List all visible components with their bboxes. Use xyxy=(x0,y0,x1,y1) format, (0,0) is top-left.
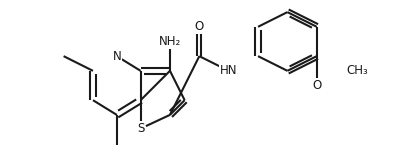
Text: NH₂: NH₂ xyxy=(159,35,181,48)
Text: N: N xyxy=(112,50,121,63)
Text: O: O xyxy=(312,79,321,92)
Text: HN: HN xyxy=(220,64,237,77)
Text: O: O xyxy=(195,20,204,33)
Text: CH₃: CH₃ xyxy=(346,64,368,77)
Text: S: S xyxy=(137,122,144,135)
